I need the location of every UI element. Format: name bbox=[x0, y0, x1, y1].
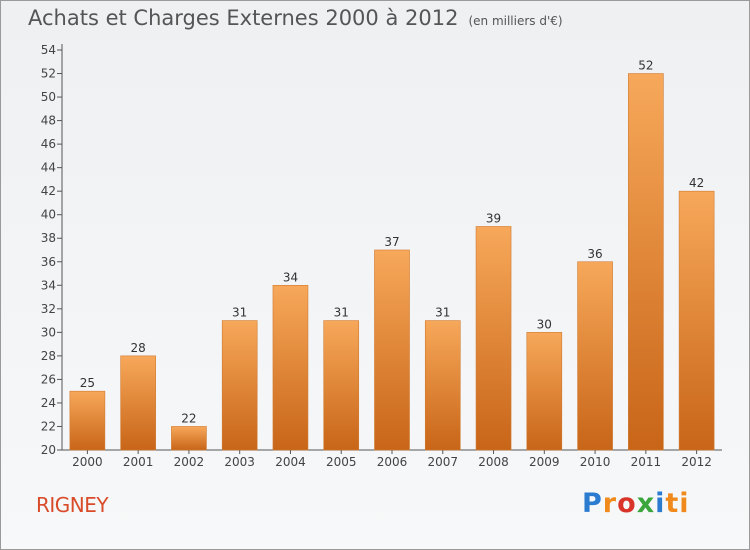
data-label: 28 bbox=[131, 341, 146, 355]
y-tick-label: 26 bbox=[41, 372, 56, 386]
bar-2011 bbox=[628, 73, 664, 451]
logo-letter: o bbox=[617, 488, 637, 519]
bar-2001 bbox=[120, 355, 156, 451]
y-tick-label: 40 bbox=[41, 208, 56, 222]
place-name: RIGNEY bbox=[36, 493, 109, 517]
chart-title-text: Achats et Charges Externes 2000 à 2012 bbox=[28, 6, 459, 30]
y-tick-label: 44 bbox=[41, 161, 56, 175]
x-tick-label: 2007 bbox=[427, 455, 458, 469]
y-tick-label: 48 bbox=[41, 114, 56, 128]
y-tick-label: 30 bbox=[41, 325, 56, 339]
x-tick-label: 2004 bbox=[275, 455, 306, 469]
y-tick-label: 46 bbox=[41, 137, 56, 151]
x-tick-label: 2000 bbox=[72, 455, 103, 469]
x-tick-label: 2011 bbox=[631, 455, 662, 469]
x-tick-label: 2009 bbox=[529, 455, 560, 469]
proxiti-logo: Proxiti bbox=[582, 488, 690, 519]
logo-letter: i bbox=[655, 488, 666, 519]
bar-2006 bbox=[374, 249, 410, 451]
y-tick-label: 34 bbox=[41, 278, 56, 292]
bar-2007 bbox=[424, 320, 461, 451]
x-tick-label: 2012 bbox=[681, 455, 712, 469]
data-label: 37 bbox=[384, 235, 399, 249]
x-tick-label: 2006 bbox=[377, 455, 408, 469]
y-tick-label: 52 bbox=[41, 67, 56, 81]
x-tick-label: 2003 bbox=[224, 455, 255, 469]
x-tick-label: 2002 bbox=[174, 455, 205, 469]
data-label: 30 bbox=[537, 317, 552, 331]
data-label: 22 bbox=[181, 411, 196, 425]
x-tick-label: 2005 bbox=[326, 455, 357, 469]
y-tick-label: 54 bbox=[41, 43, 56, 57]
y-tick-label: 22 bbox=[41, 419, 56, 433]
bar-2009 bbox=[526, 332, 563, 451]
data-label: 39 bbox=[486, 211, 501, 225]
logo-letter: P bbox=[582, 488, 603, 519]
y-tick-label: 28 bbox=[41, 349, 56, 363]
bar-2003 bbox=[221, 320, 258, 451]
y-tick-label: 50 bbox=[41, 90, 56, 104]
bar-2002 bbox=[171, 426, 207, 451]
bar-2012 bbox=[678, 190, 715, 451]
x-tick-label: 2010 bbox=[580, 455, 611, 469]
y-tick-label: 42 bbox=[41, 184, 56, 198]
y-axis: 20 22 24 26 28 30 32 34 36 38 40 42 44 46 48 50 52 54 bbox=[41, 43, 63, 457]
chart-subtitle: (en milliers d'€) bbox=[468, 14, 563, 28]
data-label: 25 bbox=[80, 376, 95, 390]
data-label: 31 bbox=[232, 306, 247, 320]
logo-letter: x bbox=[636, 488, 656, 519]
data-label: 34 bbox=[283, 270, 298, 284]
bar-2010 bbox=[577, 261, 613, 451]
y-tick-label: 36 bbox=[41, 255, 56, 269]
y-tick-label: 38 bbox=[41, 231, 56, 245]
bar-2000 bbox=[69, 390, 106, 451]
x-tick-label: 2008 bbox=[478, 455, 509, 469]
bar-2005 bbox=[323, 320, 360, 451]
logo-letter: ti bbox=[665, 488, 690, 519]
x-axis: 2000 2001 2002 2003 2004 2005 2006 2007 2008 2009… bbox=[62, 449, 722, 469]
data-label: 52 bbox=[638, 59, 653, 73]
bars: 25 28 22 31 34 31 37 31 39 30 36 52 42 bbox=[69, 59, 715, 451]
data-label: 31 bbox=[334, 306, 349, 320]
data-label: 36 bbox=[587, 247, 602, 261]
data-label: 42 bbox=[689, 176, 704, 190]
data-label: 31 bbox=[435, 306, 450, 320]
chart-title: Achats et Charges Externes 2000 à 2012 (e… bbox=[28, 6, 563, 30]
bar-2004 bbox=[272, 284, 309, 451]
bar-2008 bbox=[475, 226, 512, 451]
logo-letter: r bbox=[602, 488, 618, 519]
y-tick-label: 24 bbox=[41, 396, 56, 410]
x-tick-label: 2001 bbox=[123, 455, 154, 469]
y-tick-label: 32 bbox=[41, 302, 56, 316]
y-tick-label: 20 bbox=[41, 443, 56, 457]
